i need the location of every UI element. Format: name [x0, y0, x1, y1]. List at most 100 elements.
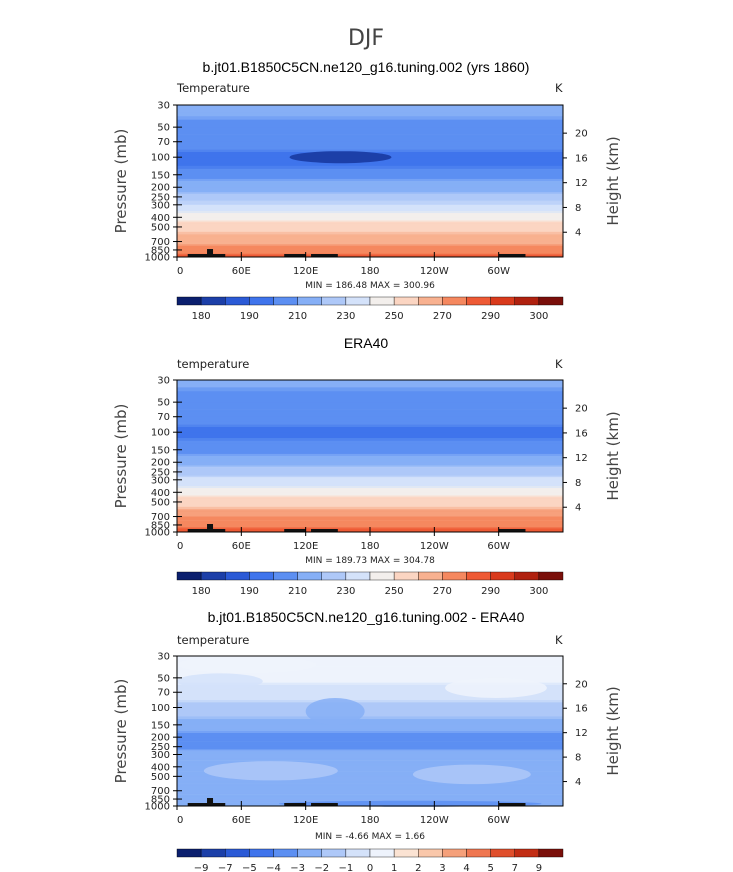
- heatmap-subband: [177, 743, 563, 747]
- y-axis-label: Pressure (mb): [112, 404, 130, 509]
- colorbar-swatch: [418, 848, 443, 858]
- colorbar-label: 1: [391, 863, 397, 872]
- heatmap-subband: [177, 702, 563, 708]
- heatmap-subband: [177, 495, 563, 499]
- colorbar-swatch: [225, 848, 250, 858]
- heatmap-subband: [177, 438, 563, 444]
- colorbar-label: −5: [242, 863, 257, 872]
- y-tick-label: 30: [157, 376, 170, 387]
- heatmap-subband: [177, 468, 563, 472]
- height-tick-label: 12: [575, 728, 588, 739]
- colorbar-swatch: [369, 296, 395, 306]
- colorbar-swatch: [176, 296, 202, 306]
- y-tick-label: 50: [157, 123, 170, 134]
- heatmap-subband: [177, 728, 563, 734]
- heatmap-subband: [177, 719, 563, 725]
- height-tick-label: 8: [575, 753, 581, 764]
- y-tick-label: 1000: [145, 528, 170, 539]
- colorbar-swatch: [249, 296, 274, 306]
- x-tick-label: 60E: [232, 815, 251, 826]
- y-tick-label: 1000: [145, 253, 170, 264]
- x-tick-label: 0: [177, 815, 183, 826]
- x-tick-label: 60E: [232, 266, 251, 277]
- colorbar-label: 2: [415, 863, 421, 872]
- x-tick-label: 180: [360, 815, 379, 826]
- heatmap-subband: [177, 146, 563, 153]
- units-label: K: [555, 633, 563, 647]
- y-tick-label: 150: [151, 720, 170, 731]
- colorbar-swatch: [200, 571, 226, 581]
- colorbar-label: −9: [194, 863, 209, 872]
- topography-mask: [207, 249, 214, 257]
- heatmap-subband: [177, 427, 563, 433]
- chart-panel-1: b.jt01.B1850C5CN.ne120_g16.tuning.002 (y…: [112, 59, 622, 322]
- heatmap-subband: [177, 713, 563, 720]
- colorbar-label: 5: [487, 863, 493, 872]
- topography-mask: [284, 803, 306, 806]
- y-tick-label: 250: [151, 742, 170, 753]
- heatmap-subband: [177, 119, 563, 128]
- y-tick-label: 100: [151, 428, 170, 439]
- height-tick-label: 20: [575, 404, 588, 415]
- colorbar-swatch: [514, 296, 540, 306]
- heatmap-band: [177, 380, 563, 392]
- heatmap-subband: [177, 199, 563, 203]
- colorbar-swatch: [466, 571, 491, 581]
- height-tick-label: 20: [575, 679, 588, 690]
- colorbar-swatch: [514, 571, 540, 581]
- colorbar-label: 180: [192, 311, 211, 322]
- heatmap-band: [177, 200, 563, 212]
- chart-panel-3: b.jt01.B1850C5CN.ne120_g16.tuning.002 - …: [112, 609, 622, 872]
- colorbar-label: 210: [288, 586, 307, 597]
- colorbar-label: 4: [463, 863, 469, 872]
- x-tick-label: 120E: [293, 266, 318, 277]
- y-tick-label: 700: [151, 786, 170, 797]
- y-tick-label: 70: [157, 137, 170, 148]
- topography-mask: [498, 529, 526, 532]
- heatmap-subband: [177, 522, 563, 525]
- colorbar-swatch: [321, 571, 347, 581]
- colorbar-swatch: [538, 296, 564, 306]
- x-tick-label: 120E: [293, 541, 318, 552]
- colorbar-label: −3: [290, 863, 305, 872]
- colorbar-label: −2: [314, 863, 329, 872]
- colorbar-swatch: [297, 296, 322, 306]
- topography-mask: [498, 254, 526, 257]
- y-tick-label: 300: [151, 200, 170, 211]
- topography-mask: [187, 529, 226, 532]
- colorbar-label: −4: [266, 863, 281, 872]
- heatmap-subband: [177, 394, 563, 403]
- y-axis-label-right: Height (km): [604, 136, 622, 225]
- y-tick-label: 70: [157, 412, 170, 423]
- heatmap-subband: [177, 687, 563, 693]
- colorbar-swatch: [297, 848, 322, 858]
- heatmap-subband: [177, 483, 563, 489]
- colorbar-swatch: [369, 571, 395, 581]
- colorbar-swatch: [490, 848, 515, 858]
- colorbar-label: 3: [439, 863, 445, 872]
- heatmap-subband: [177, 682, 563, 688]
- y-tick-label: 500: [151, 497, 170, 508]
- heatmap-subband: [177, 223, 563, 227]
- y-tick-label: 850: [151, 795, 170, 806]
- anomaly-region: [177, 656, 317, 674]
- anomaly-region: [278, 800, 542, 807]
- heatmap-subband: [177, 202, 563, 205]
- colorbar-label: 250: [385, 586, 404, 597]
- colorbar-label: 250: [385, 311, 404, 322]
- heatmap-subband: [177, 220, 563, 224]
- y-tick-label: 1000: [145, 802, 170, 813]
- colorbar-label: 290: [481, 586, 500, 597]
- height-tick-label: 16: [575, 428, 588, 439]
- y-tick-label: 50: [157, 398, 170, 409]
- colorbar-swatch: [345, 296, 371, 306]
- height-tick-label: 12: [575, 453, 588, 464]
- colorbar-swatch: [345, 571, 371, 581]
- colorbar-swatch: [176, 848, 202, 858]
- colorbar-swatch: [321, 848, 347, 858]
- y-tick-label: 300: [151, 750, 170, 761]
- colorbar-label: 180: [192, 586, 211, 597]
- heatmap-subband: [177, 112, 563, 120]
- heatmap-subband: [177, 740, 563, 744]
- colorbar-label: 230: [336, 586, 355, 597]
